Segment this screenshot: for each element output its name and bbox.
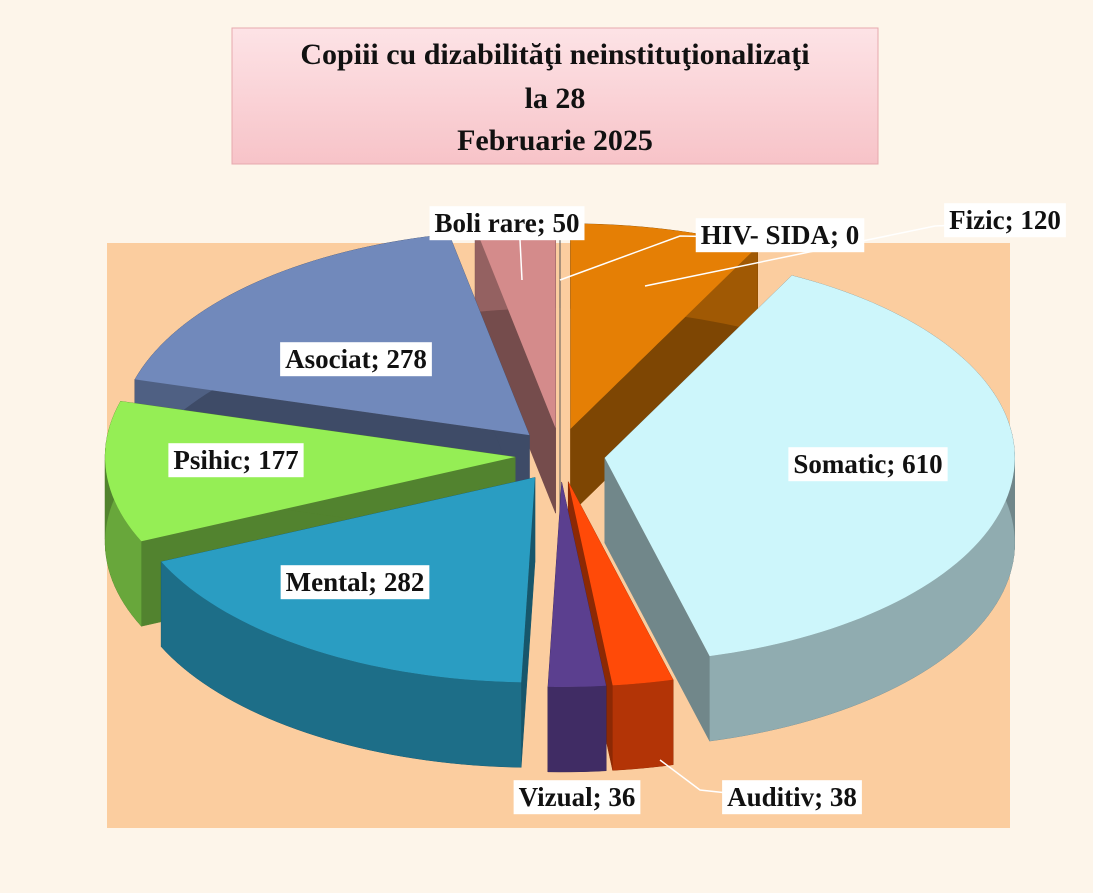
slice-wall [547, 685, 607, 772]
data-label: Auditiv; 38 [727, 782, 857, 812]
data-label: Fizic; 120 [949, 205, 1061, 235]
slice [547, 481, 607, 773]
data-label-box [513, 780, 641, 815]
slice [134, 234, 530, 436]
data-label-box [280, 342, 432, 377]
slice [475, 223, 556, 429]
data-label-box [280, 565, 430, 600]
data-label: Mental; 282 [286, 567, 425, 597]
data-label: Somatic; 610 [793, 449, 942, 479]
data-label-box [168, 443, 304, 478]
slice [547, 481, 607, 687]
data-label: Asociat; 278 [285, 344, 427, 374]
data-label-box [429, 206, 585, 241]
slice [570, 223, 758, 429]
chart-title: Copiii cu dizabilităţi neinstituţionaliz… [300, 38, 809, 71]
data-label: HIV- SIDA; 0 [701, 220, 860, 250]
data-label: Vizual; 36 [519, 782, 636, 812]
data-label-box [788, 447, 948, 482]
data-label-box [722, 780, 862, 815]
chart-title: la 28 [525, 82, 586, 115]
slice [568, 481, 674, 686]
data-label-box [944, 203, 1066, 238]
data-label: Boli rare; 50 [435, 208, 580, 238]
slice [105, 401, 516, 542]
title-box [231, 27, 879, 165]
data-label: Psihic; 177 [173, 445, 298, 475]
slice [134, 233, 530, 521]
data-label-box [695, 218, 865, 253]
slice [474, 222, 556, 514]
slice-wall [161, 561, 522, 768]
slice-wall [612, 679, 674, 771]
chart-title: Februarie 2025 [457, 124, 653, 157]
